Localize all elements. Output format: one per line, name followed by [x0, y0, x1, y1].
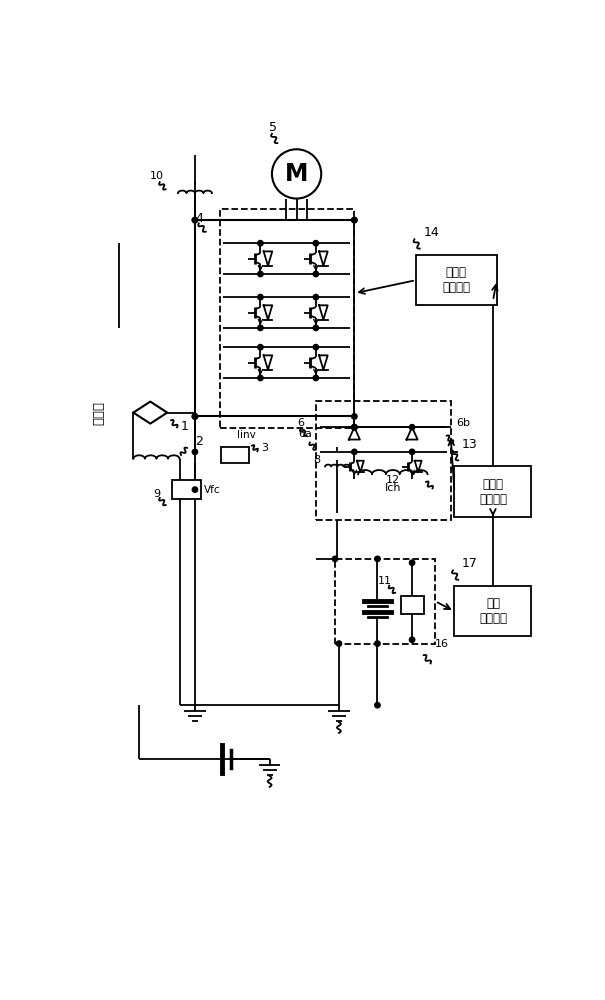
- Circle shape: [336, 641, 342, 646]
- Circle shape: [258, 375, 263, 381]
- Circle shape: [313, 375, 318, 381]
- Text: 电车线: 电车线: [92, 401, 105, 425]
- Bar: [401, 596, 424, 614]
- Circle shape: [352, 449, 357, 455]
- Text: 14: 14: [424, 226, 439, 239]
- Circle shape: [258, 294, 263, 300]
- Text: 逆变器
控制装置: 逆变器 控制装置: [442, 266, 470, 294]
- Text: 2: 2: [195, 435, 203, 448]
- Circle shape: [258, 241, 263, 246]
- Bar: [316, 401, 451, 520]
- Text: 11: 11: [378, 576, 392, 586]
- Circle shape: [352, 414, 357, 419]
- Bar: [172, 480, 201, 499]
- Circle shape: [192, 414, 198, 419]
- Circle shape: [272, 149, 321, 199]
- Text: 6a: 6a: [298, 429, 312, 439]
- Text: 4: 4: [195, 212, 203, 225]
- Bar: [220, 209, 355, 428]
- Text: M: M: [285, 162, 309, 186]
- Text: 16: 16: [435, 639, 449, 649]
- Circle shape: [192, 217, 198, 223]
- Circle shape: [258, 344, 263, 350]
- Circle shape: [410, 560, 415, 565]
- Text: Iinv: Iinv: [237, 430, 256, 440]
- Text: 1: 1: [181, 420, 189, 433]
- Circle shape: [374, 703, 380, 708]
- Circle shape: [313, 344, 318, 350]
- Circle shape: [352, 217, 357, 223]
- Text: 8: 8: [313, 455, 321, 465]
- Circle shape: [352, 425, 357, 430]
- Text: 3: 3: [261, 443, 268, 453]
- Circle shape: [192, 487, 198, 492]
- Circle shape: [192, 449, 198, 455]
- Circle shape: [192, 414, 198, 419]
- Text: Ich: Ich: [385, 483, 401, 493]
- Circle shape: [352, 217, 357, 223]
- Circle shape: [313, 325, 318, 331]
- Circle shape: [313, 241, 318, 246]
- Bar: [416, 255, 497, 305]
- Circle shape: [352, 425, 357, 430]
- Text: Vfc: Vfc: [204, 485, 221, 495]
- Text: 充放电
控制装置: 充放电 控制装置: [479, 478, 507, 506]
- Text: 6b: 6b: [457, 418, 471, 428]
- Text: 9: 9: [153, 489, 160, 499]
- Bar: [335, 559, 435, 644]
- Circle shape: [258, 271, 263, 277]
- Text: 13: 13: [462, 438, 478, 451]
- Circle shape: [258, 325, 263, 331]
- Text: 6: 6: [297, 418, 304, 428]
- Circle shape: [374, 641, 380, 646]
- Bar: [454, 586, 531, 636]
- Circle shape: [374, 556, 380, 562]
- Circle shape: [410, 637, 415, 642]
- Text: 5: 5: [269, 121, 278, 134]
- Circle shape: [352, 425, 357, 430]
- Text: 17: 17: [462, 557, 478, 570]
- Text: 12: 12: [386, 475, 400, 485]
- Circle shape: [410, 425, 415, 430]
- Bar: [454, 466, 531, 517]
- Text: 10: 10: [149, 171, 163, 181]
- Circle shape: [332, 556, 338, 562]
- Circle shape: [192, 217, 198, 223]
- Circle shape: [313, 271, 318, 277]
- Circle shape: [313, 294, 318, 300]
- Text: 蓄电
控制装置: 蓄电 控制装置: [479, 597, 507, 625]
- Circle shape: [410, 449, 415, 455]
- Bar: [221, 447, 249, 463]
